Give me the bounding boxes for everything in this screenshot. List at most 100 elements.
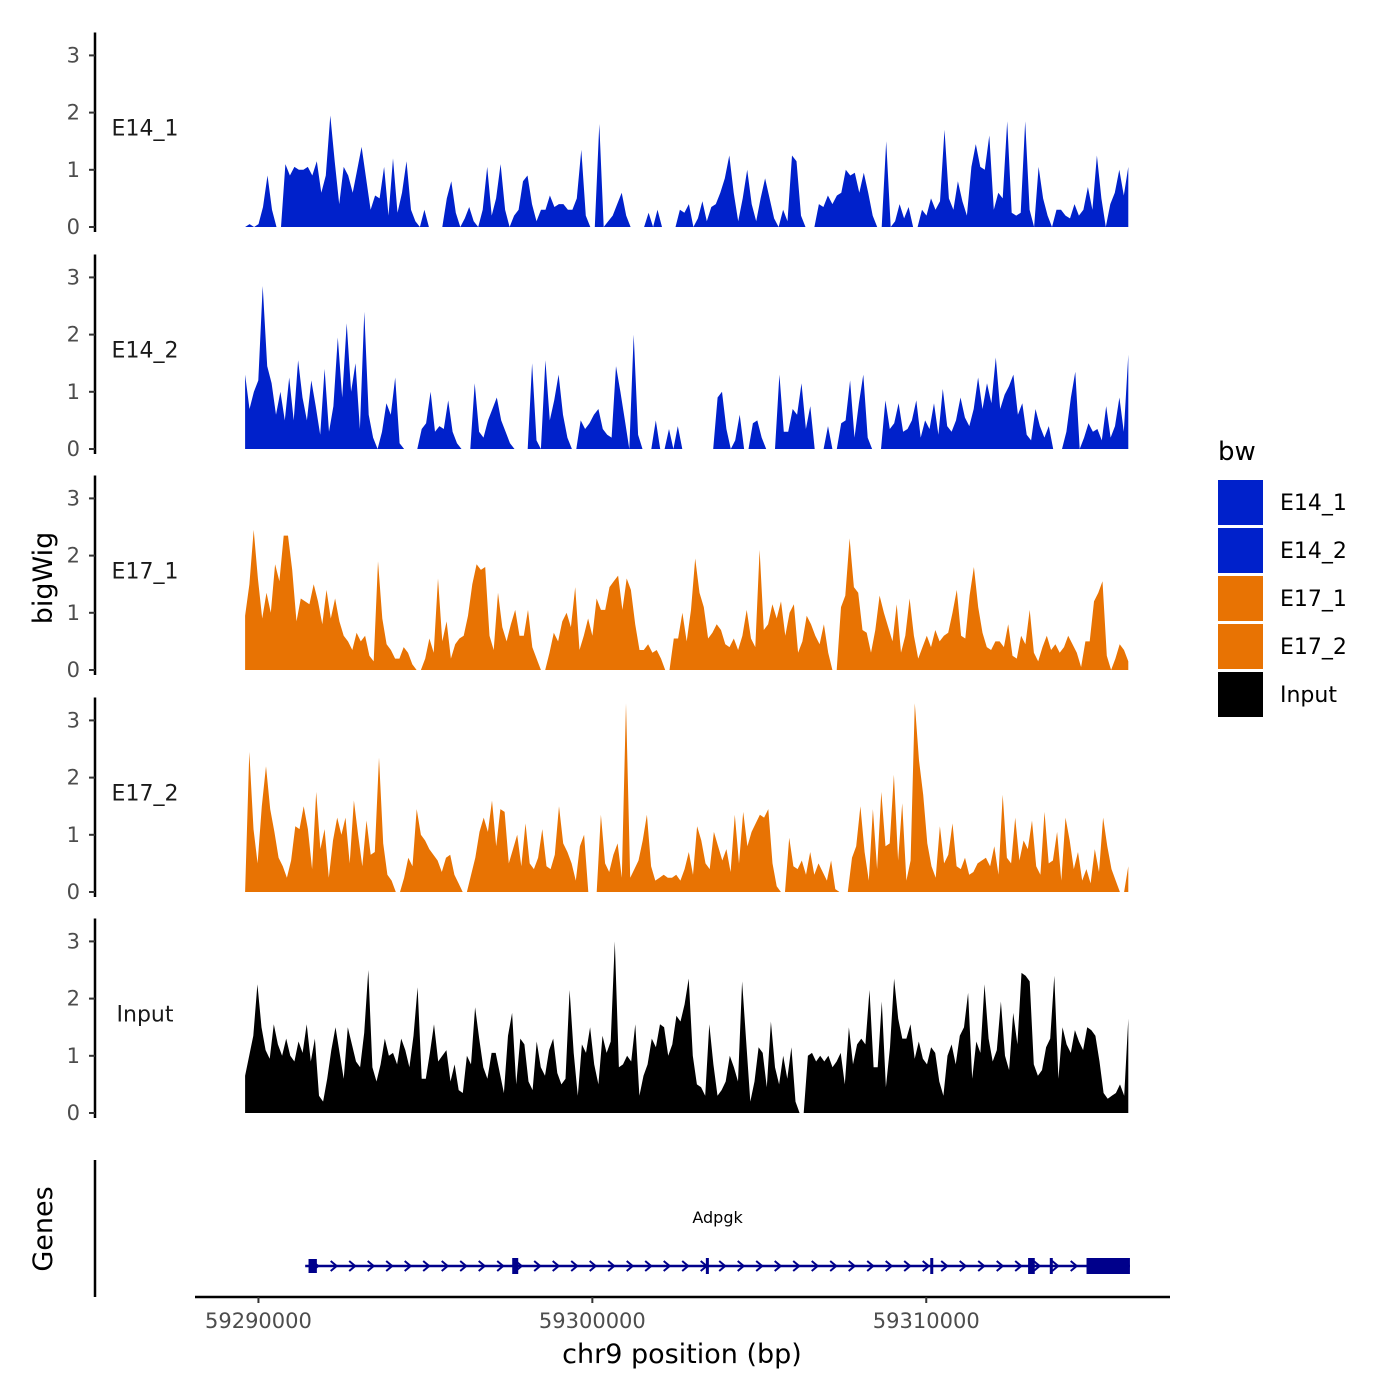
legend-label: E14_1 [1280, 491, 1347, 516]
y-tick-label: 2 [67, 323, 80, 347]
legend-key-input [1218, 672, 1263, 717]
gene-exon [1049, 1258, 1053, 1274]
y-tick-label: 0 [67, 880, 80, 904]
strand-arrow [996, 1260, 1005, 1272]
gene-exon [308, 1259, 317, 1273]
legend-label: E17_2 [1280, 635, 1347, 660]
strand-arrow [903, 1260, 912, 1272]
strand-arrow [552, 1260, 561, 1272]
strand-arrow [644, 1260, 653, 1272]
legend-key-e14_2 [1218, 528, 1263, 573]
x-tick-label: 59310000 [873, 1309, 980, 1333]
track-label: E17_2 [112, 781, 179, 806]
strand-arrow [348, 1260, 357, 1272]
y-tick-label: 1 [67, 601, 80, 625]
legend-key-e14_1 [1218, 480, 1263, 525]
strand-arrow [811, 1260, 820, 1272]
y-axis-title: bigWig [28, 532, 59, 625]
strand-arrow [792, 1260, 801, 1272]
strand-arrow [885, 1260, 894, 1272]
track-label: E14_1 [112, 116, 179, 141]
y-tick-label: 1 [67, 380, 80, 404]
strand-arrow [774, 1260, 783, 1272]
track-input: 0 1 2 3 Input [67, 918, 1129, 1125]
strand-arrow [330, 1260, 339, 1272]
y-tick-label: 1 [67, 158, 80, 182]
strand-arrow [681, 1260, 690, 1272]
legend-title: bw [1218, 437, 1256, 467]
strand-arrow [663, 1260, 672, 1272]
strand-arrow [441, 1260, 450, 1272]
y-tick-label: 1 [67, 823, 80, 847]
coverage-area-e14_2 [245, 286, 1129, 449]
track-e14_2: 0 1 2 3 E14_2 [67, 254, 1129, 461]
strand-arrow [570, 1260, 579, 1272]
strand-arrow [866, 1260, 875, 1272]
y-tick-label: 2 [67, 987, 80, 1011]
x-tick-label: 59300000 [539, 1309, 646, 1333]
coverage-area-e14_1 [245, 115, 1129, 227]
strand-arrow [367, 1260, 376, 1272]
strand-arrow [1051, 1260, 1060, 1272]
strand-arrow [959, 1260, 968, 1272]
coverage-area-input [245, 941, 1129, 1113]
strand-arrow [977, 1260, 986, 1272]
strand-arrow [385, 1260, 394, 1272]
strand-arrow [737, 1260, 746, 1272]
y-tick-label: 3 [67, 708, 80, 732]
y-tick-label: 3 [67, 486, 80, 510]
strand-arrow [718, 1260, 727, 1272]
track-panels: 0 1 2 3 E14_1 0 1 2 3 E14_2 0 1 2 3 E17_1 0 1 2 3 E17_2 0 1 2 3… [67, 32, 1129, 1125]
track-e17_1: 0 1 2 3 E17_1 [67, 475, 1129, 682]
y-tick-label: 0 [67, 658, 80, 682]
legend-label: E17_1 [1280, 587, 1347, 612]
x-axis: 59290000 59300000 59310000 [195, 1295, 1170, 1333]
strand-arrow [589, 1260, 598, 1272]
strand-arrow [533, 1260, 542, 1272]
y-tick-label: 0 [67, 215, 80, 239]
gene-panel: Adpgk [93, 1160, 1130, 1297]
legend-key-e17_1 [1218, 576, 1263, 621]
legend: bw E14_1 E14_2 E17_1 E17_2 Input [1218, 437, 1347, 717]
strand-arrow [496, 1260, 505, 1272]
coverage-area-e17_1 [245, 529, 1129, 670]
strand-arrow [1033, 1260, 1042, 1272]
strand-arrow [404, 1260, 413, 1272]
track-e17_2: 0 1 2 3 E17_2 [67, 697, 1129, 904]
gene-exon [512, 1258, 519, 1274]
y-tick-label: 1 [67, 1044, 80, 1068]
coverage-area-e17_2 [245, 703, 1129, 892]
strand-arrow [1014, 1260, 1023, 1272]
track-e14_1: 0 1 2 3 E14_1 [67, 32, 1129, 239]
strand-arrow [940, 1260, 949, 1272]
y-tick-label: 2 [67, 101, 80, 125]
track-label: Input [117, 1002, 174, 1027]
gene-exon [1086, 1258, 1130, 1274]
y-tick-label: 3 [67, 43, 80, 67]
y-tick-label: 0 [67, 1101, 80, 1125]
strand-arrow [626, 1260, 635, 1272]
y-tick-label: 2 [67, 544, 80, 568]
gene-exon [1028, 1258, 1035, 1274]
legend-label: E14_2 [1280, 539, 1347, 564]
legend-label: Input [1280, 683, 1337, 708]
strand-arrow [607, 1260, 616, 1272]
legend-key-e17_2 [1218, 624, 1263, 669]
y-tick-label: 0 [67, 437, 80, 461]
strand-arrow [755, 1260, 764, 1272]
strand-arrow [459, 1260, 468, 1272]
gene-name-label: Adpgk [692, 1208, 743, 1227]
gene-panel-title: Genes [28, 1186, 59, 1271]
strand-arrow [922, 1260, 931, 1272]
gene-exon [705, 1258, 709, 1274]
y-tick-label: 3 [67, 265, 80, 289]
y-tick-label: 3 [67, 929, 80, 953]
y-tick-label: 2 [67, 766, 80, 790]
track-label: E14_2 [112, 338, 179, 363]
x-axis-title: chr9 position (bp) [562, 1339, 802, 1370]
strand-arrow [1070, 1260, 1079, 1272]
strand-arrow [422, 1260, 431, 1272]
strand-arrow [848, 1260, 857, 1272]
strand-arrow [478, 1260, 487, 1272]
